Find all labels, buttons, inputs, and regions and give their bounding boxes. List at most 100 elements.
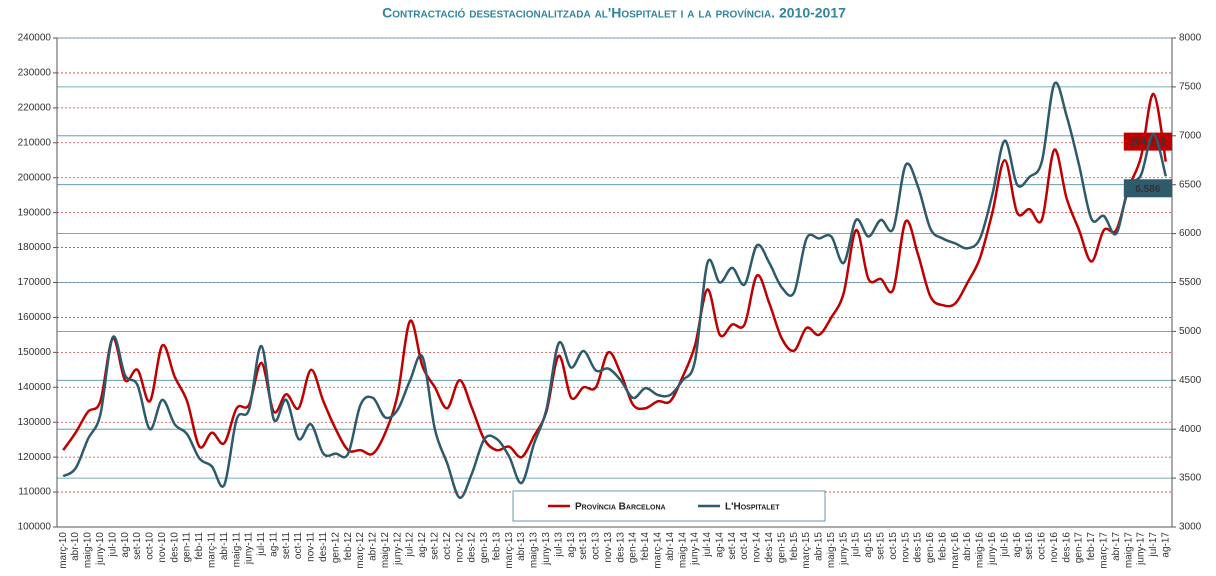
x-tick-label: jul-15 (851, 532, 862, 558)
x-tick-label: març-12 (355, 532, 366, 569)
x-tick-label: jul-11 (256, 532, 267, 557)
x-tick-label: ag-11 (268, 532, 279, 557)
x-tick-label: juny-11 (244, 532, 255, 565)
x-tick-label: nov-12 (454, 532, 465, 563)
x-tick-label: oct-11 (293, 532, 304, 559)
x-tick-label: jul-13 (553, 532, 564, 558)
x-tick-label: març-10 (58, 532, 69, 569)
x-tick-label: juny-12 (392, 532, 403, 566)
x-tick-label: ag-16 (1012, 532, 1023, 558)
x-tick-label: nov-10 (157, 532, 168, 563)
x-tick-label: nov-14 (752, 532, 763, 563)
x-tick-label: ag-10 (120, 532, 131, 558)
x-tick-label: juny-16 (987, 532, 998, 566)
y-tick-label: 110000 (18, 487, 51, 498)
y-tick-label: 130000 (18, 417, 52, 428)
y2-tick-label: 4500 (1179, 375, 1202, 386)
x-tick-label: set-13 (578, 532, 589, 560)
x-tick-label: maig-13 (529, 532, 540, 569)
x-tick-label: oct-12 (442, 532, 453, 560)
x-tick-label: des-11 (318, 532, 329, 562)
y-tick-label: 150000 (18, 347, 52, 358)
y-tick-label: 180000 (18, 242, 52, 253)
x-tick-label: feb-17 (1086, 532, 1097, 561)
y-tick-label: 220000 (18, 102, 52, 113)
x-tick-label: feb-13 (491, 532, 502, 561)
x-tick-label: gen-16 (925, 532, 936, 564)
x-tick-label: set-12 (430, 532, 441, 560)
x-tick-label: nov-11 (306, 532, 317, 562)
x-tick-label: ag-13 (566, 532, 577, 558)
x-tick-label: oct-16 (1037, 532, 1048, 560)
x-tick-label: oct-15 (888, 532, 899, 560)
x-tick-label: abr-17 (1111, 532, 1122, 561)
x-tick-label: des-12 (467, 532, 478, 563)
legend: Província Barcelona L'Hospitalet (512, 490, 826, 522)
y-tick-label: 170000 (18, 277, 52, 288)
x-tick-label: oct-14 (739, 532, 750, 560)
x-tick-label: ag-15 (863, 532, 874, 558)
y-tick-label: 140000 (18, 382, 52, 393)
x-tick-label: jul-10 (107, 532, 118, 558)
x-tick-label: maig-11 (231, 532, 242, 568)
y2-tick-label: 7000 (1179, 130, 1202, 141)
x-tick-label: maig-15 (826, 532, 837, 569)
x-tick-label: març-13 (504, 532, 515, 569)
y-tick-label: 120000 (18, 452, 52, 463)
x-tick-label: nov-15 (900, 532, 911, 563)
y2-tick-label: 6000 (1179, 228, 1202, 239)
x-tick-label: set-16 (1024, 532, 1035, 560)
x-tick-label: maig-12 (380, 532, 391, 569)
x-tick-label: nov-13 (603, 532, 614, 563)
y2-tick-label: 3000 (1179, 522, 1202, 533)
chart-title: Contractació desestacionalitzada al'Hosp… (382, 5, 846, 21)
x-tick-label: feb-14 (640, 532, 651, 561)
x-tick-label: jul-12 (405, 532, 416, 558)
x-tick-label: maig-10 (83, 532, 94, 569)
y-tick-label: 240000 (18, 33, 52, 44)
x-tick-label: jul-14 (702, 532, 713, 558)
x-tick-label: set-14 (727, 532, 738, 560)
x-tick-label: ag-12 (417, 532, 428, 558)
x-tick-label: oct-13 (591, 532, 602, 560)
y-tick-label: 160000 (18, 312, 52, 323)
x-tick-label: juny-10 (95, 532, 106, 566)
data-label: 6.586 (1123, 179, 1172, 198)
data-label-box (1123, 179, 1172, 198)
x-tick-label: abr-16 (962, 532, 973, 561)
x-tick-label: nov-16 (1049, 532, 1060, 563)
x-tick-label: març-17 (1099, 532, 1110, 569)
x-tick-label: abr-14 (665, 532, 676, 561)
series-line (62, 92, 1168, 459)
x-tick-label: des-13 (615, 532, 626, 563)
x-tick-label: gen-11 (182, 532, 193, 563)
x-tick-label: gen-17 (1074, 532, 1085, 564)
x-tick-label: juny-14 (690, 532, 701, 566)
x-tick-label: des-16 (1061, 532, 1072, 563)
y2-tick-label: 7500 (1179, 82, 1202, 93)
y-tick-label: 200000 (18, 172, 52, 183)
y2-tick-label: 8000 (1179, 33, 1202, 44)
x-tick-label: maig-17 (1123, 532, 1134, 569)
x-tick-label: març-16 (950, 532, 961, 569)
x-tick-label: abr-15 (814, 532, 825, 561)
x-tick-label: juny-13 (541, 532, 552, 566)
x-tick-label: gen-12 (330, 532, 341, 564)
x-tick-label: abr-11 (219, 532, 230, 561)
series-line (62, 81, 1168, 499)
x-tick-label: abr-10 (70, 532, 81, 561)
data-label-text: 6.586 (1135, 184, 1160, 195)
x-tick-label: set-10 (132, 532, 143, 560)
y-tick-label: 210000 (18, 137, 52, 148)
x-tick-label: ag-17 (1160, 532, 1171, 558)
x-tick-label: març-15 (801, 532, 812, 569)
y-tick-label: 230000 (18, 68, 52, 79)
y2-tick-label: 6500 (1179, 179, 1202, 190)
x-tick-label: set-11 (281, 532, 292, 559)
legend-label: L'Hospitalet (725, 502, 780, 513)
x-tick-label: feb-15 (789, 532, 800, 561)
x-tick-label: maig-14 (677, 532, 688, 569)
x-tick-label: juny-15 (838, 532, 849, 566)
x-tick-label: jul-16 (999, 532, 1010, 558)
